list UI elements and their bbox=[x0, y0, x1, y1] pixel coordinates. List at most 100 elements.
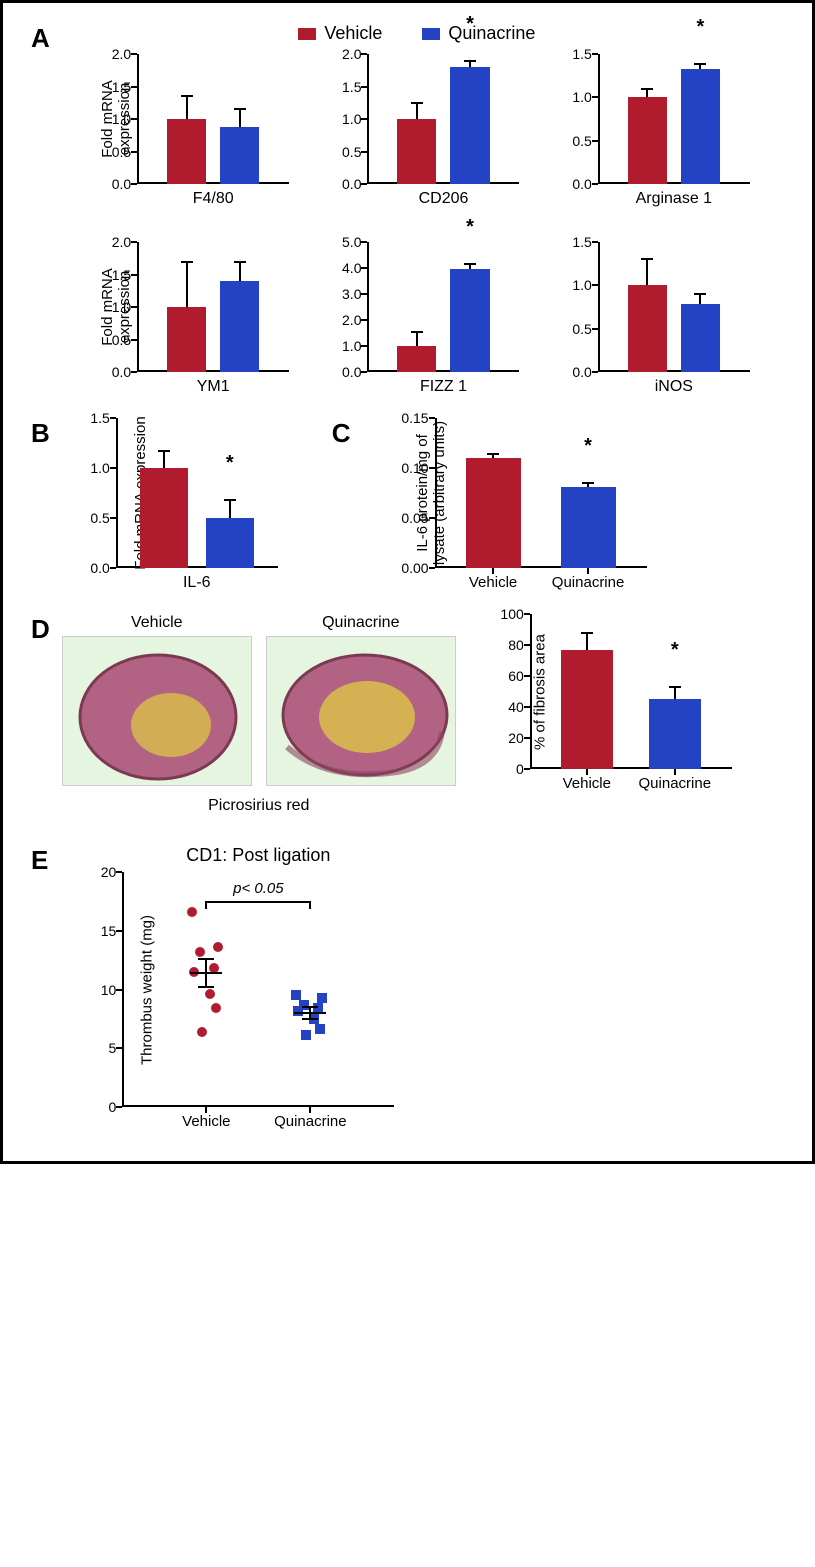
ytick-label: 0 bbox=[516, 761, 524, 777]
bar-vehicle bbox=[561, 650, 613, 769]
chart-name: iNOS bbox=[655, 378, 693, 396]
bar-quinacrine bbox=[681, 304, 720, 372]
ytick-label: 1.5 bbox=[572, 46, 591, 62]
panel-A: A Vehicle Quinacrine 0.0 0.5 1.0 1.5 2.0 Fold… bbox=[31, 23, 784, 396]
ytick-label: 0.0 bbox=[112, 364, 131, 380]
significance-star: * bbox=[697, 16, 705, 39]
point-vehicle bbox=[197, 1027, 207, 1037]
bar-chart: 0.01.02.03.04.05.0*FIZZ 1 bbox=[333, 242, 553, 396]
ytick-label: 4.0 bbox=[342, 260, 361, 276]
significance-star: * bbox=[466, 216, 474, 239]
y-axis-label: Fold mRNAexpression bbox=[99, 80, 133, 158]
panel-A-grid: 0.00.51.01.52.0Fold mRNAexpressionF4/800… bbox=[103, 54, 784, 396]
ytick-label: 1.0 bbox=[90, 460, 109, 476]
point-vehicle bbox=[213, 942, 223, 952]
ytick-label: 1.5 bbox=[90, 410, 109, 426]
ytick-label: 20 bbox=[508, 730, 524, 746]
panel-A-label: A bbox=[31, 23, 50, 54]
ytick-label: 1.0 bbox=[342, 111, 361, 127]
bar-vehicle bbox=[628, 97, 667, 184]
legend-vehicle-swatch bbox=[298, 28, 316, 40]
y-axis-label: % of fibrosis area bbox=[531, 634, 548, 750]
ytick-label: 0.0 bbox=[112, 176, 131, 192]
panel-BC-row: B 0.00.51.01.5Fold mRNA expression*IL-6 … bbox=[31, 418, 784, 592]
ytick-label: 2.0 bbox=[112, 234, 131, 250]
ytick-label: 0.0 bbox=[342, 364, 361, 380]
bar-chart: 0.00.51.01.5*Arginase 1 bbox=[564, 54, 784, 208]
ytick-label: 3.0 bbox=[342, 286, 361, 302]
ytick-label: 1.5 bbox=[342, 79, 361, 95]
point-vehicle bbox=[211, 1003, 221, 1013]
panel-D-label: D bbox=[31, 614, 50, 645]
xtick-label: Quinacrine bbox=[552, 574, 625, 591]
p-value-label: p< 0.05 bbox=[233, 880, 283, 897]
bar-quinacrine bbox=[561, 487, 616, 568]
legend: Vehicle Quinacrine bbox=[50, 23, 784, 44]
bar-chart: 0.000.050.100.15IL-6 protein/mg oflysate… bbox=[441, 418, 641, 592]
xtick-label: Quinacrine bbox=[639, 775, 712, 792]
ytick-label: 2.0 bbox=[342, 46, 361, 62]
bar-quinacrine bbox=[220, 127, 259, 184]
bar-quinacrine bbox=[220, 281, 259, 372]
bar-vehicle bbox=[167, 119, 206, 184]
ytick-label: 0.0 bbox=[572, 364, 591, 380]
xtick-label: Vehicle bbox=[469, 574, 517, 591]
significance-star: * bbox=[584, 435, 592, 458]
significance-star: * bbox=[226, 452, 234, 475]
ytick-label: 1.0 bbox=[572, 89, 591, 105]
ytick-label: 0.0 bbox=[342, 176, 361, 192]
bar-vehicle bbox=[397, 346, 436, 372]
ytick-label: 1.0 bbox=[342, 338, 361, 354]
figure-container: A Vehicle Quinacrine 0.0 0.5 1.0 1.5 2.0 Fold… bbox=[0, 0, 815, 1164]
bar-vehicle bbox=[466, 458, 521, 568]
y-axis-label: IL-6 protein/mg oflysate (arbitrary unit… bbox=[414, 421, 448, 565]
chart-name: CD206 bbox=[419, 190, 469, 208]
chart-name: Arginase 1 bbox=[636, 190, 713, 208]
panel-E: E CD1: Post ligation05101520Thrombus wei… bbox=[31, 845, 784, 1133]
hist-quin-label: Quinacrine bbox=[266, 614, 456, 632]
point-vehicle bbox=[195, 947, 205, 957]
panel-D: D Vehicle bbox=[31, 614, 784, 815]
bar-vehicle bbox=[628, 285, 667, 372]
ytick-label: 0 bbox=[109, 1099, 117, 1115]
bar-quinacrine bbox=[450, 269, 489, 372]
ytick-label: 0.5 bbox=[342, 144, 361, 160]
panel-B-label: B bbox=[31, 418, 50, 592]
bar-quinacrine bbox=[206, 518, 254, 568]
legend-quinacrine: Quinacrine bbox=[422, 23, 535, 44]
hist-vehicle-image bbox=[62, 636, 252, 786]
point-quinacrine bbox=[317, 993, 327, 1003]
ytick-label: 15 bbox=[101, 923, 117, 939]
xtick-label: Vehicle bbox=[182, 1113, 230, 1130]
y-axis-label: Fold mRNAexpression bbox=[99, 268, 133, 346]
ytick-label: 0.5 bbox=[572, 133, 591, 149]
ytick-label: 0.0 bbox=[572, 176, 591, 192]
ytick-label: 2.0 bbox=[112, 46, 131, 62]
ytick-label: 100 bbox=[500, 606, 523, 622]
bar-vehicle bbox=[397, 119, 436, 184]
bar-chart: 0.00.51.01.52.0*CD206 bbox=[333, 54, 553, 208]
panel-C: C 0.000.050.100.15IL-6 protein/mg oflysa… bbox=[332, 418, 641, 592]
ytick-label: 60 bbox=[508, 668, 524, 684]
point-quinacrine bbox=[301, 1030, 311, 1040]
bar-quinacrine bbox=[649, 699, 701, 769]
bar-vehicle bbox=[167, 307, 206, 372]
xtick-label: Vehicle bbox=[563, 775, 611, 792]
ytick-label: 5.0 bbox=[342, 234, 361, 250]
bar-vehicle bbox=[140, 468, 188, 568]
chart-name: YM1 bbox=[197, 378, 230, 396]
ytick-label: 1.0 bbox=[572, 277, 591, 293]
ytick-label: 0.5 bbox=[90, 510, 109, 526]
ytick-label: 20 bbox=[101, 864, 117, 880]
ytick-label: 1.5 bbox=[572, 234, 591, 250]
panel-B: B 0.00.51.01.5Fold mRNA expression*IL-6 bbox=[31, 418, 272, 592]
ytick-label: 80 bbox=[508, 637, 524, 653]
legend-vehicle-label: Vehicle bbox=[324, 23, 382, 44]
xtick-label: Quinacrine bbox=[274, 1113, 347, 1130]
legend-vehicle: Vehicle bbox=[298, 23, 382, 44]
ytick-label: 40 bbox=[508, 699, 524, 715]
ytick-label: 10 bbox=[101, 982, 117, 998]
ytick-label: 5 bbox=[109, 1040, 117, 1056]
panel-E-title: CD1: Post ligation bbox=[186, 845, 330, 866]
significance-star: * bbox=[466, 13, 474, 36]
